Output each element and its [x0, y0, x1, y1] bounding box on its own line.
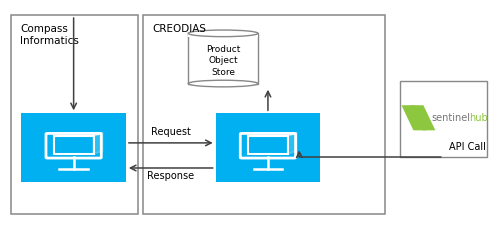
Text: VM: VM: [259, 186, 277, 196]
Bar: [143, 15, 385, 214]
Text: Compass
Informatics: Compass Informatics: [21, 24, 79, 46]
Polygon shape: [94, 133, 103, 154]
Ellipse shape: [188, 80, 258, 87]
FancyBboxPatch shape: [46, 134, 101, 158]
Text: VM: VM: [65, 186, 83, 196]
Bar: [12, 15, 138, 214]
Bar: [215, 113, 320, 182]
Polygon shape: [410, 105, 435, 130]
Polygon shape: [54, 133, 103, 136]
Polygon shape: [288, 133, 297, 154]
Text: Product
Object
Store: Product Object Store: [206, 45, 240, 77]
Bar: [188, 33, 258, 37]
Text: sentinel: sentinel: [431, 113, 470, 123]
Text: API Call: API Call: [448, 143, 485, 152]
Polygon shape: [248, 133, 297, 136]
Text: CREODIAS: CREODIAS: [152, 24, 206, 34]
Bar: [400, 81, 487, 157]
Ellipse shape: [188, 30, 258, 37]
Bar: [188, 33, 258, 84]
Bar: [22, 113, 126, 182]
Text: Request: Request: [151, 127, 191, 137]
FancyBboxPatch shape: [240, 134, 296, 158]
Text: Response: Response: [147, 171, 194, 181]
Text: hub: hub: [469, 113, 487, 123]
Polygon shape: [401, 105, 426, 130]
